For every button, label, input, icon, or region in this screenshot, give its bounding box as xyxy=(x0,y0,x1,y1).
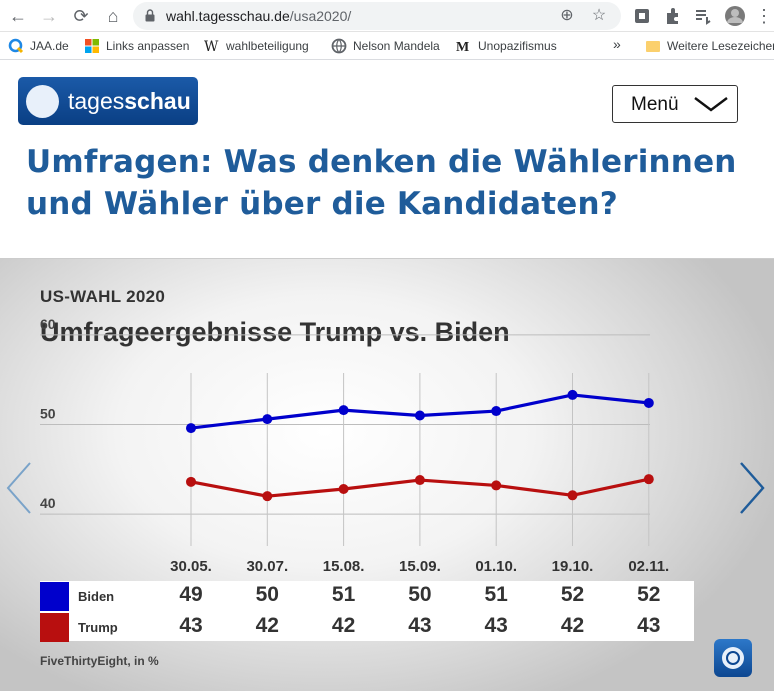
menu-label: Menü xyxy=(631,94,679,115)
chevron-down-icon xyxy=(694,97,728,112)
previous-arrow-icon[interactable] xyxy=(4,461,34,515)
legend-label-trump: Trump xyxy=(78,620,118,635)
data-point-trump xyxy=(567,490,578,501)
data-point-trump xyxy=(338,484,349,495)
table-cell-biden: 50 xyxy=(408,583,432,606)
legend-label-biden: Biden xyxy=(78,589,115,604)
logo-text: tagesschau xyxy=(68,88,191,114)
tagesschau-badge-icon[interactable] xyxy=(714,639,752,677)
x-tick-label: 02.11. xyxy=(628,558,669,575)
bookmark-nelson-mandela[interactable]: Nelson Mandela xyxy=(331,38,440,54)
table-cell-trump: 43 xyxy=(484,614,508,637)
url-text: wahl.tagesschau.de/usa2020/ xyxy=(166,8,352,24)
poll-graphic: US-WAHL 2020 Umfrageergebnisse Trump vs.… xyxy=(0,258,774,691)
data-point-biden xyxy=(414,410,425,421)
reading-list-icon[interactable] xyxy=(692,5,714,27)
data-point-trump xyxy=(262,491,273,502)
data-point-biden xyxy=(643,397,654,408)
table-cell-trump: 42 xyxy=(255,614,279,637)
tagesschau-globe-icon xyxy=(722,647,744,669)
site-header: tagesschau Menü xyxy=(0,61,774,143)
address-bar[interactable]: wahl.tagesschau.de/usa2020/ ⊕ ☆ xyxy=(133,2,621,30)
x-tick-label: 15.09. xyxy=(399,558,441,575)
zoom-icon[interactable]: ⊕ xyxy=(560,7,574,24)
y-tick-label: 40 xyxy=(40,495,56,511)
data-point-biden xyxy=(491,406,502,417)
legend-swatch-trump xyxy=(40,613,69,642)
y-tick-label: 50 xyxy=(40,405,56,421)
bookmark-jaa[interactable]: JAA.de xyxy=(8,38,69,54)
menu-button[interactable]: Menü xyxy=(612,85,738,123)
table-cell-trump: 43 xyxy=(637,614,661,637)
graphic-title: Umfrageergebnisse Trump vs. Biden xyxy=(40,317,510,347)
table-cell-trump: 42 xyxy=(331,614,356,637)
data-point-trump xyxy=(491,480,502,491)
data-point-biden xyxy=(338,405,349,416)
browser-toolbar: ← → ⟳ ⌂ wahl.tagesschau.de/usa2020/ ⊕ ☆ … xyxy=(0,0,774,32)
graphic-kicker: US-WAHL 2020 xyxy=(40,287,166,306)
graphic-source: FiveThirtyEight, in % xyxy=(40,654,159,668)
extensions-icon[interactable] xyxy=(661,5,683,27)
tagesschau-logo[interactable]: tagesschau xyxy=(18,77,198,125)
next-arrow-icon[interactable] xyxy=(737,461,767,515)
reload-icon[interactable]: ⟳ xyxy=(73,6,89,26)
table-cell-biden: 52 xyxy=(637,583,661,606)
x-tick-label: 19.10. xyxy=(552,558,594,575)
bookmark-links-anpassen[interactable]: Links anpassen xyxy=(84,38,189,54)
data-point-biden xyxy=(186,423,196,434)
page-headline: Umfragen: Was denken die Wählerinnen und… xyxy=(26,144,737,222)
table-cell-trump: 42 xyxy=(560,614,585,637)
home-icon[interactable]: ⌂ xyxy=(107,6,119,26)
data-point-trump xyxy=(186,476,196,487)
bookmark-unopazifismus[interactable]: M Unopazifismus xyxy=(456,39,557,54)
x-tick-label: 15.08. xyxy=(323,558,365,575)
table-cell-biden: 49 xyxy=(179,583,203,606)
table-cell-biden: 51 xyxy=(331,583,356,606)
windows-icon xyxy=(85,39,99,53)
bookmark-folder-other[interactable]: Weitere Lesezeichen xyxy=(645,38,774,54)
data-point-biden xyxy=(567,389,578,400)
data-point-biden xyxy=(262,414,273,425)
wikipedia-icon: W xyxy=(204,39,219,54)
star-icon[interactable]: ☆ xyxy=(591,7,607,24)
lock-icon xyxy=(145,9,155,22)
x-tick-label: 01.10. xyxy=(475,558,517,575)
svg-text:W: W xyxy=(204,39,219,54)
bookmarks-overflow-chevron-icon[interactable]: » xyxy=(613,36,621,52)
forward-arrow-icon[interactable]: → xyxy=(40,6,58,26)
tagesschau-globe-icon xyxy=(26,85,59,118)
m-icon: M xyxy=(456,40,469,54)
data-point-trump xyxy=(414,475,425,486)
q-icon xyxy=(8,38,24,54)
avatar[interactable] xyxy=(724,5,746,27)
legend-swatch-biden xyxy=(40,582,69,611)
more-vert-icon[interactable]: ⋮ xyxy=(755,6,773,26)
y-tick-label: 60 xyxy=(40,316,56,332)
poll-values-table: Biden 49 50 51 50 51 52 52 Trump 43 42 42 43 43 42 43 xyxy=(40,581,694,642)
table-cell-biden: 52 xyxy=(560,583,585,606)
table-cell-trump: 43 xyxy=(408,614,432,637)
table-cell-trump: 43 xyxy=(179,614,203,637)
extension-puzzle-icon[interactable] xyxy=(631,5,653,27)
table-cell-biden: 51 xyxy=(484,583,508,606)
svg-text:M: M xyxy=(456,40,469,54)
globe-icon xyxy=(331,38,347,54)
back-arrow-icon[interactable]: ← xyxy=(9,6,27,26)
poll-line-chart: 40 50 60 30.05. 30.07. 15.08. 15.09. 01.10. 19.1… xyxy=(40,316,669,575)
data-point-trump xyxy=(643,474,654,485)
x-tick-label: 30.05. xyxy=(170,558,212,575)
table-cell-biden: 50 xyxy=(255,583,279,606)
x-tick-label: 30.07. xyxy=(246,558,288,575)
folder-icon xyxy=(646,41,660,52)
